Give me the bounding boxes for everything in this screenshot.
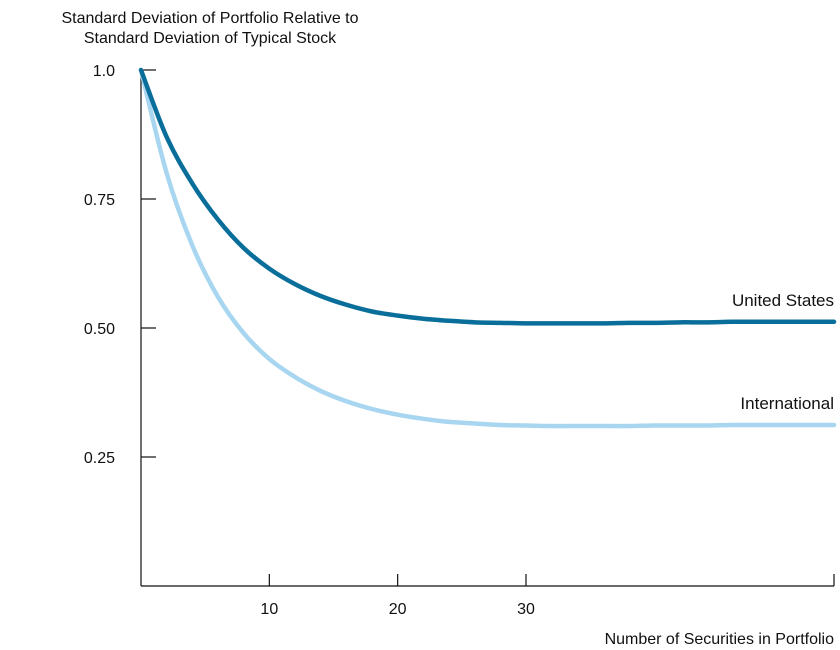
y-ticks: 0.25 0.50 0.75 1.0 [84, 63, 156, 467]
y-tick-label: 0.25 [84, 450, 115, 467]
series-line-united-states [138, 67, 837, 326]
series-label-united-states: United States [732, 291, 834, 310]
series-line-international [138, 67, 837, 429]
y-axis-title-line-1: Standard Deviation of Portfolio Relative… [61, 10, 358, 27]
series-group [138, 67, 837, 429]
y-axis-title-line-2: Standard Deviation of Typical Stock [84, 30, 337, 47]
x-ticks: 10 20 30 [260, 574, 535, 618]
x-tick-label: 20 [389, 601, 407, 618]
x-tick-label: 30 [517, 601, 535, 618]
y-tick-label: 0.50 [84, 321, 115, 338]
x-tick-label: 10 [260, 601, 278, 618]
series-label-international: International [740, 394, 834, 413]
y-tick-label: 0.75 [84, 192, 115, 209]
y-tick-label: 1.0 [93, 63, 115, 80]
x-axis-title: Number of Securities in Portfolio [605, 631, 835, 648]
